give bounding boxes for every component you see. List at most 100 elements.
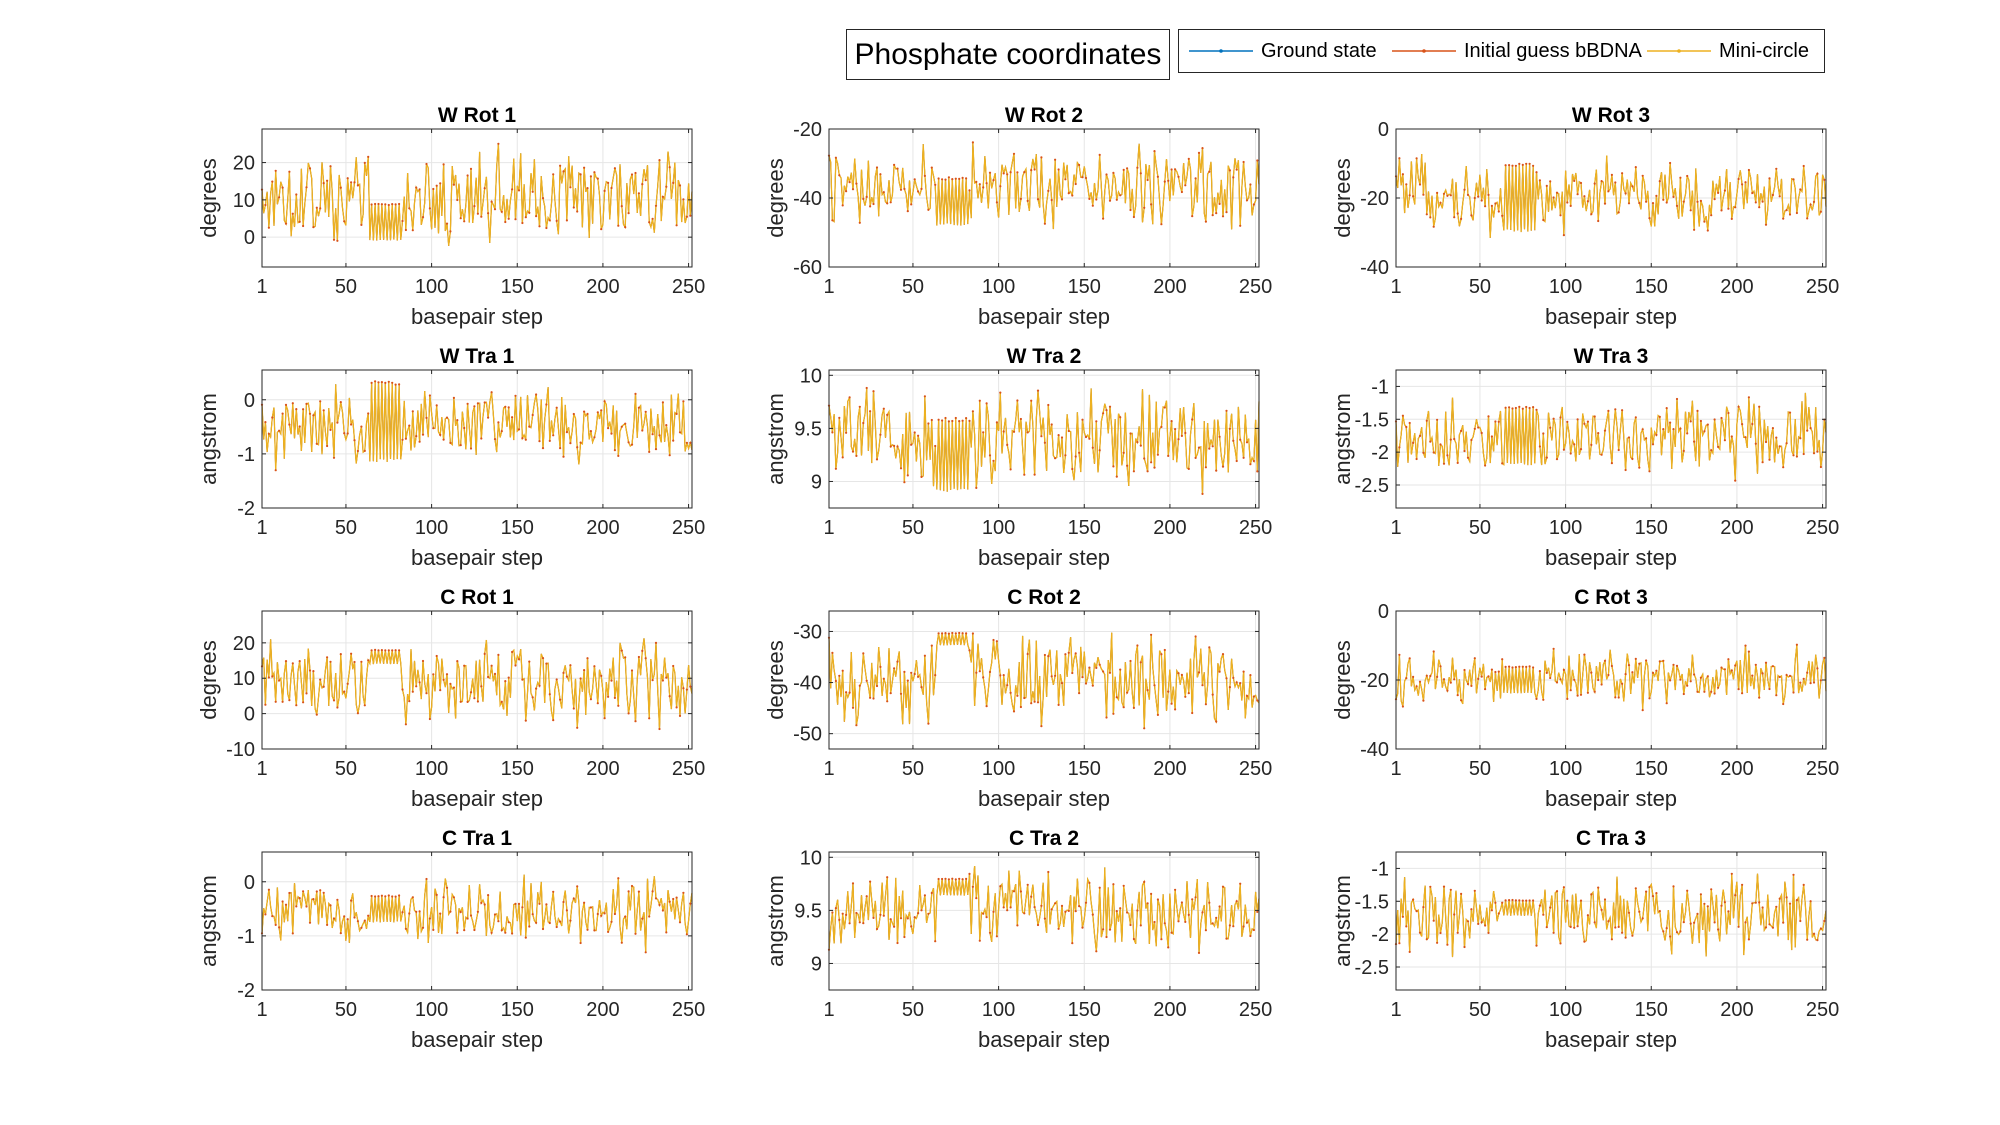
data-point: [1019, 890, 1023, 893]
data-point: [1518, 665, 1521, 668]
y-tick-label: -60: [793, 257, 822, 279]
data-point: [1463, 449, 1466, 453]
data-point: [1006, 173, 1009, 176]
axes-box: [1395, 369, 1827, 509]
data-point: [1006, 684, 1009, 687]
data-point: [630, 884, 634, 888]
data-point: [1720, 209, 1723, 212]
data-point: [1744, 436, 1747, 439]
data-point: [504, 220, 507, 224]
data-point: [1078, 905, 1081, 908]
data-point: [305, 186, 308, 189]
data-point: [1634, 657, 1637, 661]
data-point: [875, 166, 879, 169]
data-point: [869, 696, 872, 699]
data-point: [678, 431, 682, 434]
data-point: [934, 444, 937, 448]
data-point: [1036, 923, 1040, 927]
data-point: [1487, 193, 1490, 196]
data-point: [326, 923, 329, 927]
data-point: [319, 207, 322, 210]
data-point: [380, 203, 383, 206]
data-point: [1425, 419, 1428, 422]
data-point: [1054, 457, 1057, 460]
data-point: [1600, 180, 1603, 183]
subplot-title: W Rot 1: [438, 104, 516, 127]
data-point: [851, 188, 855, 191]
data-point: [1460, 217, 1463, 220]
data-point: [1012, 152, 1016, 155]
data-point: [941, 632, 944, 635]
data-point: [418, 681, 421, 684]
data-point: [589, 175, 593, 178]
data-point: [845, 913, 848, 917]
data-point: [1071, 467, 1074, 471]
data-point: [1535, 697, 1538, 701]
data-point: [937, 877, 940, 881]
data-point: [339, 653, 342, 656]
data-point: [572, 206, 575, 209]
data-point: [1184, 431, 1187, 435]
legend-label-ground-state: Ground state: [1261, 39, 1377, 62]
data-point: [1153, 150, 1156, 153]
data-point: [459, 700, 462, 703]
data-point: [1816, 450, 1819, 453]
data-point: [1713, 692, 1716, 695]
data-point: [305, 692, 308, 695]
data-point: [971, 885, 975, 888]
data-point: [1156, 453, 1159, 456]
y-axis-label: degrees: [763, 640, 788, 720]
x-tick-label: 100: [415, 758, 448, 780]
data-point: [435, 893, 438, 897]
data-point: [1009, 691, 1012, 694]
data-point: [654, 641, 658, 645]
series-markers: [827, 870, 1259, 955]
data-point: [1156, 713, 1159, 717]
data-point: [367, 914, 370, 917]
data-point: [1436, 418, 1439, 421]
data-point: [545, 403, 548, 406]
data-point: [1682, 449, 1685, 452]
data-point: [538, 225, 541, 228]
data-point: [661, 909, 665, 912]
data-point: [1252, 928, 1255, 932]
data-point: [1177, 438, 1180, 441]
data-point: [384, 203, 387, 206]
data-point: [1456, 931, 1459, 934]
data-point: [267, 432, 270, 435]
data-point: [985, 402, 988, 405]
data-point: [644, 951, 647, 954]
data-point: [961, 176, 964, 179]
data-point: [387, 894, 390, 897]
data-point: [356, 920, 359, 923]
data-point: [445, 673, 449, 676]
data-point: [958, 631, 961, 635]
data-point: [1215, 469, 1218, 472]
x-tick-label: 50: [335, 999, 357, 1021]
data-point: [930, 418, 933, 422]
data-point: [1693, 228, 1696, 231]
data-point: [651, 433, 654, 436]
subplot-title: W Rot 2: [1005, 104, 1083, 127]
data-point: [1036, 389, 1040, 392]
data-point: [1242, 160, 1245, 164]
data-point: [1703, 430, 1706, 433]
data-point: [531, 696, 534, 699]
data-point: [1778, 675, 1781, 679]
data-point: [524, 936, 527, 939]
data-point: [1662, 428, 1665, 431]
data-point: [1408, 950, 1411, 954]
data-point: [1422, 193, 1425, 196]
data-point: [1067, 192, 1070, 195]
x-axis-label: basepair step: [1545, 786, 1677, 811]
data-point: [487, 675, 490, 679]
data-point: [1119, 416, 1122, 419]
data-point: [1108, 671, 1112, 674]
data-point: [1466, 920, 1470, 923]
data-point: [589, 430, 593, 433]
data-point: [1490, 204, 1493, 207]
data-point: [1463, 188, 1466, 191]
data-point: [1744, 644, 1747, 647]
data-point: [617, 877, 620, 880]
data-point: [1242, 925, 1245, 928]
